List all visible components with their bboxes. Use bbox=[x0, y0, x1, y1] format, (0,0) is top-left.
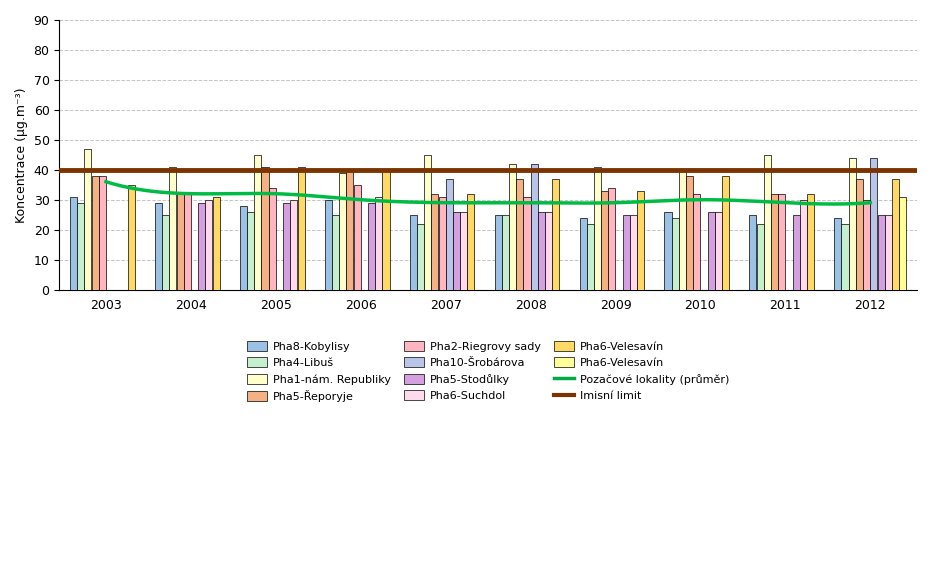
Bar bbox=[637, 191, 644, 290]
Bar bbox=[212, 197, 220, 290]
Bar bbox=[424, 155, 432, 290]
Bar bbox=[70, 197, 77, 290]
Bar bbox=[368, 203, 375, 290]
Bar bbox=[778, 194, 786, 290]
Bar bbox=[339, 173, 347, 290]
Bar bbox=[439, 197, 445, 290]
Bar bbox=[445, 179, 453, 290]
Bar bbox=[382, 170, 390, 290]
Bar bbox=[722, 176, 729, 290]
Bar bbox=[587, 224, 594, 290]
Bar bbox=[262, 167, 268, 290]
Bar bbox=[665, 211, 671, 290]
Bar bbox=[85, 149, 91, 290]
Bar bbox=[283, 203, 290, 290]
Bar bbox=[553, 179, 559, 290]
Bar bbox=[870, 158, 877, 290]
Bar bbox=[453, 211, 460, 290]
Bar bbox=[601, 191, 609, 290]
Bar bbox=[800, 200, 807, 290]
Bar bbox=[524, 197, 530, 290]
Bar bbox=[417, 224, 424, 290]
Bar bbox=[623, 215, 630, 290]
Bar bbox=[878, 215, 884, 290]
Bar bbox=[686, 176, 693, 290]
Bar bbox=[707, 211, 715, 290]
Bar bbox=[856, 179, 863, 290]
Bar bbox=[247, 211, 254, 290]
Bar bbox=[545, 211, 552, 290]
Bar bbox=[715, 211, 722, 290]
Bar bbox=[672, 218, 678, 290]
Bar bbox=[884, 215, 892, 290]
Bar bbox=[410, 215, 417, 290]
Bar bbox=[749, 215, 757, 290]
Bar bbox=[594, 167, 601, 290]
Bar bbox=[501, 215, 509, 290]
Bar bbox=[291, 200, 297, 290]
Bar bbox=[324, 200, 332, 290]
Bar bbox=[630, 215, 637, 290]
Bar bbox=[162, 215, 170, 290]
Legend: Pha8-Kobylisy, Pha4-Libuš, Pha1-nám. Republiky, Pha5-Řeporyje, Pha2-Riegrovy sad: Pha8-Kobylisy, Pha4-Libuš, Pha1-nám. Rep… bbox=[241, 336, 734, 408]
Bar bbox=[892, 179, 899, 290]
Bar bbox=[863, 200, 870, 290]
Bar bbox=[347, 170, 353, 290]
Bar bbox=[757, 224, 763, 290]
Bar bbox=[91, 176, 99, 290]
Bar bbox=[764, 155, 771, 290]
Bar bbox=[376, 197, 382, 290]
Bar bbox=[128, 185, 135, 290]
Bar bbox=[530, 164, 538, 290]
Bar bbox=[807, 194, 815, 290]
Y-axis label: Koncentrace (µg.m⁻³): Koncentrace (µg.m⁻³) bbox=[15, 87, 28, 223]
Bar bbox=[460, 211, 467, 290]
Bar bbox=[332, 215, 339, 290]
Bar bbox=[254, 155, 261, 290]
Bar bbox=[849, 158, 856, 290]
Bar bbox=[199, 203, 205, 290]
Bar bbox=[792, 215, 800, 290]
Bar bbox=[899, 197, 906, 290]
Bar bbox=[184, 194, 191, 290]
Bar bbox=[842, 224, 848, 290]
Bar bbox=[609, 187, 615, 290]
Bar bbox=[205, 200, 212, 290]
Bar bbox=[176, 194, 184, 290]
Bar bbox=[240, 206, 247, 290]
Bar bbox=[771, 194, 778, 290]
Bar bbox=[170, 167, 176, 290]
Bar bbox=[516, 179, 523, 290]
Bar bbox=[538, 211, 545, 290]
Bar bbox=[99, 176, 106, 290]
Bar bbox=[580, 218, 586, 290]
Bar bbox=[155, 203, 162, 290]
Bar bbox=[353, 185, 361, 290]
Bar bbox=[834, 218, 842, 290]
Bar bbox=[509, 164, 516, 290]
Bar bbox=[495, 215, 501, 290]
Bar bbox=[693, 194, 700, 290]
Bar bbox=[268, 187, 276, 290]
Bar bbox=[432, 194, 438, 290]
Bar bbox=[468, 194, 474, 290]
Bar bbox=[678, 170, 686, 290]
Bar bbox=[77, 203, 84, 290]
Bar bbox=[297, 167, 305, 290]
